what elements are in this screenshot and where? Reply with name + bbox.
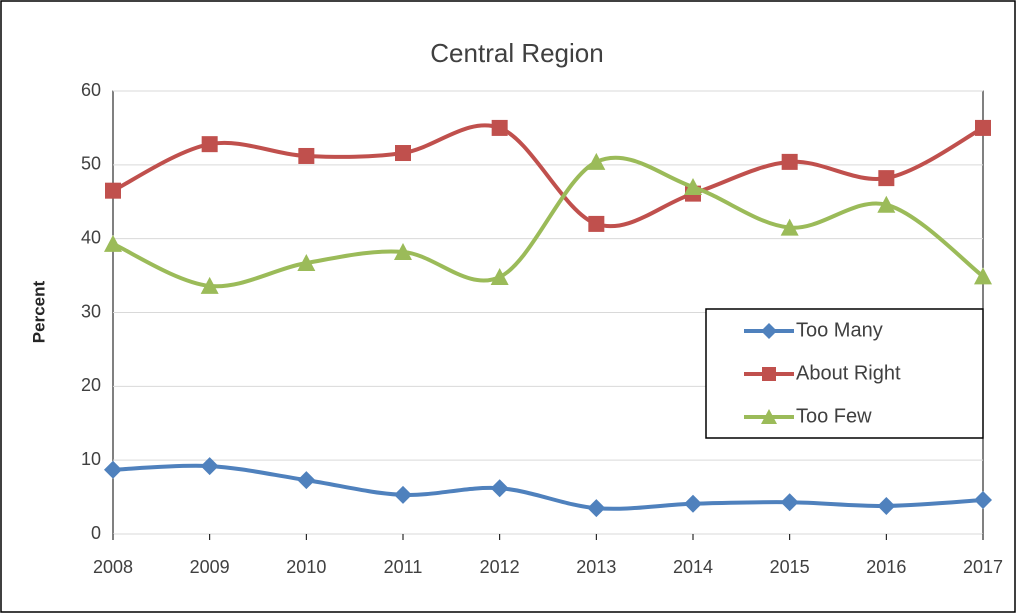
marker xyxy=(587,152,606,170)
marker xyxy=(877,496,896,515)
marker xyxy=(200,457,219,476)
x-tick-label: 2008 xyxy=(93,557,133,577)
marker xyxy=(394,485,412,504)
marker xyxy=(684,177,702,195)
marker xyxy=(298,147,315,164)
x-tick-label: 2010 xyxy=(286,557,326,577)
legend: Too Many About Right Too Few xyxy=(705,308,984,439)
marker xyxy=(781,153,798,170)
y-tick-label: 10 xyxy=(81,449,101,469)
marker xyxy=(297,254,316,272)
marker xyxy=(780,218,799,236)
marker xyxy=(201,136,218,153)
marker xyxy=(975,119,991,136)
marker xyxy=(395,145,411,162)
marker xyxy=(684,494,702,513)
marker xyxy=(490,268,509,286)
x-tick-label: 2017 xyxy=(963,557,1003,577)
x-tick-label: 2015 xyxy=(770,557,810,577)
series-line xyxy=(112,155,985,289)
y-tick-label: 0 xyxy=(91,523,101,543)
x-tick-label: 2012 xyxy=(480,557,520,577)
y-tick-label: 40 xyxy=(81,227,101,247)
marker xyxy=(491,119,508,136)
marker xyxy=(200,276,219,294)
marker xyxy=(974,267,992,285)
marker xyxy=(105,182,121,199)
marker xyxy=(780,493,799,512)
marker xyxy=(588,215,605,232)
legend-label: Too Few xyxy=(796,405,872,427)
marker xyxy=(297,471,316,490)
x-tick-label: 2009 xyxy=(190,557,230,577)
legend-label: Too Many xyxy=(796,319,883,341)
marker xyxy=(394,242,412,260)
y-tick-label: 60 xyxy=(81,80,101,100)
y-axis-label: Percent xyxy=(29,280,48,343)
marker xyxy=(587,499,606,518)
chart-title: Central Region xyxy=(430,38,603,68)
series-line xyxy=(112,123,984,229)
x-tick-label: 2013 xyxy=(576,557,616,577)
marker xyxy=(104,234,122,252)
y-tick-label: 20 xyxy=(81,375,101,395)
x-tick-label: 2014 xyxy=(673,557,713,577)
x-tick-label: 2011 xyxy=(384,557,423,577)
legend-label: About Right xyxy=(796,362,901,384)
marker xyxy=(878,170,895,187)
y-tick-label: 30 xyxy=(81,301,101,321)
marker xyxy=(104,460,122,479)
marker xyxy=(761,409,777,424)
marker xyxy=(877,195,896,213)
y-tick-label: 50 xyxy=(81,154,101,174)
marker xyxy=(762,367,776,381)
x-tick-label: 2016 xyxy=(866,557,906,577)
series-line xyxy=(112,463,984,511)
marker xyxy=(974,491,992,510)
marker xyxy=(761,323,777,339)
marker xyxy=(490,479,509,498)
